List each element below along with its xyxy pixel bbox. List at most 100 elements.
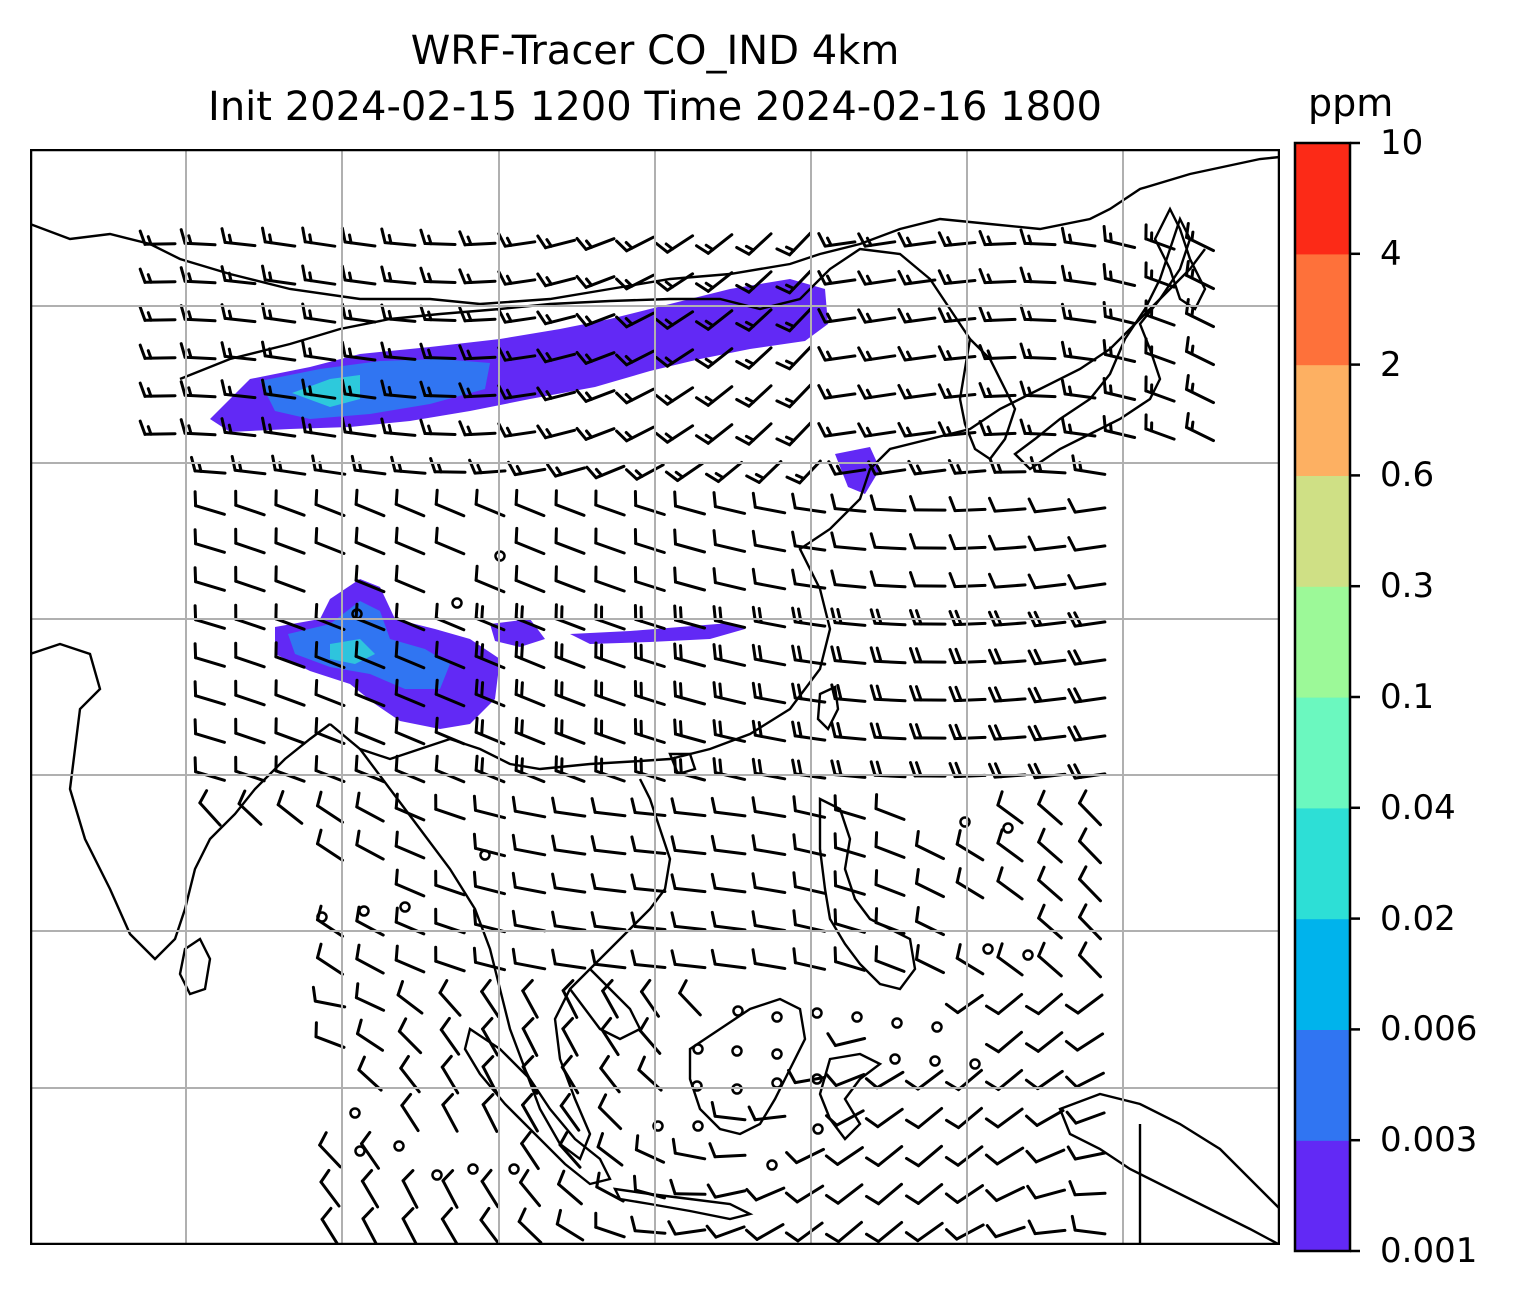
wind-barb bbox=[996, 828, 1004, 845]
wind-barb bbox=[996, 841, 1024, 863]
wind-barb bbox=[227, 423, 233, 435]
wind-barb bbox=[996, 993, 1024, 1015]
wind-barb bbox=[988, 572, 997, 589]
wind-barb bbox=[394, 906, 399, 924]
wind-barb bbox=[875, 608, 883, 625]
wind-barb bbox=[1037, 954, 1063, 978]
wind-barb bbox=[1073, 687, 1083, 703]
wind-barb bbox=[948, 686, 957, 703]
wind-barb bbox=[194, 732, 226, 744]
wind-barb bbox=[955, 829, 962, 846]
wind-barb bbox=[797, 721, 803, 739]
wind-barb bbox=[695, 434, 710, 445]
calm-wind-marker bbox=[851, 1011, 863, 1023]
wind-barb bbox=[735, 284, 751, 294]
colorbar-unit: ppm bbox=[1308, 81, 1394, 125]
wind-barb bbox=[481, 1055, 495, 1069]
wind-barb bbox=[874, 793, 879, 811]
calm-wind-marker bbox=[969, 1058, 981, 1070]
wind-barb bbox=[1037, 992, 1063, 1016]
wind-barb bbox=[268, 309, 273, 321]
wind-barb bbox=[1025, 1149, 1038, 1164]
wind-barb bbox=[308, 233, 313, 245]
wind-barb bbox=[775, 437, 792, 447]
calm-wind-marker bbox=[451, 597, 463, 609]
wind-barb bbox=[753, 886, 787, 894]
wind-barb bbox=[234, 655, 266, 669]
wind-barb bbox=[519, 1169, 530, 1184]
wind-barb bbox=[830, 683, 837, 701]
wind-barb bbox=[434, 807, 466, 821]
wind-barb bbox=[316, 790, 323, 808]
wind-barb bbox=[594, 467, 604, 477]
wind-barb bbox=[915, 685, 923, 702]
wind-barb bbox=[536, 348, 547, 364]
wind-barb bbox=[978, 268, 987, 285]
wind-barb bbox=[944, 1192, 959, 1204]
wind-barb bbox=[1027, 386, 1033, 398]
calm-wind-marker bbox=[467, 1163, 479, 1175]
wind-barb bbox=[916, 1107, 944, 1129]
wind-barb bbox=[785, 245, 796, 252]
wind-barb bbox=[187, 348, 193, 359]
wind-barb bbox=[713, 1153, 747, 1159]
wind-barb bbox=[1185, 222, 1190, 239]
wind-barb bbox=[536, 272, 547, 288]
coastline-philippines bbox=[818, 797, 917, 991]
wind-barb bbox=[833, 870, 838, 888]
wind-barb bbox=[1065, 1110, 1078, 1125]
wind-barb bbox=[1033, 506, 1067, 514]
wind-barb bbox=[396, 993, 424, 1015]
wind-barb bbox=[948, 572, 957, 589]
wind-barb bbox=[745, 1188, 758, 1202]
calm-wind-marker bbox=[399, 901, 411, 913]
wind-barb bbox=[193, 490, 198, 508]
wind-barb bbox=[1060, 226, 1067, 244]
wind-barb bbox=[380, 379, 387, 397]
calm-wind-marker bbox=[354, 1145, 366, 1157]
colorbar-tick-label: 0.003 bbox=[1380, 1120, 1478, 1161]
wind-barb bbox=[521, 979, 534, 993]
wind-barb bbox=[474, 640, 479, 658]
wind-barb bbox=[1076, 993, 1104, 1015]
wind-barb bbox=[1078, 789, 1088, 805]
wind-barb bbox=[1036, 1069, 1064, 1091]
wind-barb bbox=[909, 647, 917, 664]
wind-barb bbox=[314, 603, 319, 620]
wind-barb bbox=[869, 646, 877, 663]
wind-barb bbox=[401, 1179, 419, 1209]
wind-barb bbox=[261, 416, 267, 434]
map-panel bbox=[30, 149, 1280, 1245]
wind-barb bbox=[955, 867, 962, 884]
wind-barb bbox=[775, 399, 792, 409]
wind-barb bbox=[915, 919, 945, 937]
wind-barb bbox=[946, 236, 953, 247]
wind-barb bbox=[400, 1103, 420, 1133]
title-line-1: WRF-Tracer CO_IND 4km bbox=[410, 28, 900, 74]
wind-barb bbox=[996, 1107, 1024, 1129]
wind-barb bbox=[441, 1179, 459, 1209]
wind-barb bbox=[575, 275, 588, 289]
wind-barb bbox=[308, 347, 313, 359]
wind-barb bbox=[625, 468, 639, 481]
calm-wind-marker bbox=[431, 1169, 443, 1181]
wind-barb bbox=[1102, 263, 1107, 280]
wind-barb bbox=[674, 580, 706, 592]
wind-barb bbox=[194, 580, 226, 592]
wind-barb bbox=[394, 868, 399, 886]
colorbar-tick-label: 0.006 bbox=[1380, 1009, 1478, 1050]
wind-barb bbox=[825, 1114, 839, 1127]
wind-barb bbox=[857, 308, 867, 324]
wind-barb bbox=[1102, 225, 1107, 242]
wind-barb bbox=[836, 608, 843, 625]
wind-barb bbox=[673, 756, 677, 774]
wind-barb bbox=[1109, 232, 1113, 244]
colorbar-band bbox=[1295, 364, 1350, 476]
wind-barb bbox=[1190, 382, 1195, 394]
wind-barb bbox=[710, 948, 717, 966]
wind-barb bbox=[673, 1151, 707, 1161]
calm-wind-marker bbox=[959, 816, 971, 828]
wind-barb bbox=[946, 426, 953, 437]
wind-barb bbox=[355, 829, 361, 847]
wind-barb bbox=[394, 730, 426, 746]
